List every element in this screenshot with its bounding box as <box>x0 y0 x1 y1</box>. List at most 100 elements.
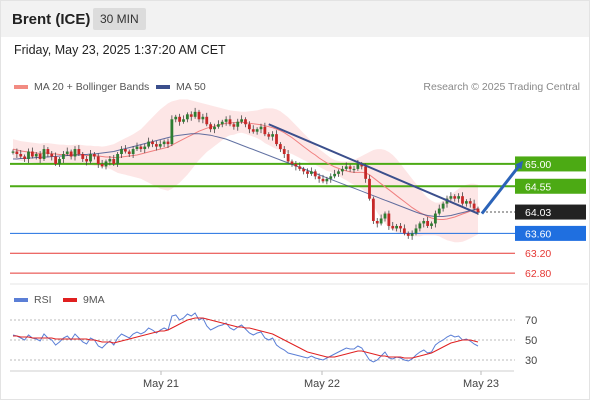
candle <box>240 115 244 124</box>
candle <box>197 109 201 123</box>
candle <box>371 196 375 224</box>
candle <box>54 152 58 166</box>
candle <box>213 123 216 134</box>
candle <box>263 122 267 137</box>
candle <box>92 152 96 160</box>
candle <box>430 221 433 229</box>
chart-datetime: Friday, May 23, 2025 1:37:20 AM CET <box>14 43 226 57</box>
candle <box>317 173 321 183</box>
candle <box>395 223 399 232</box>
candle <box>255 127 259 135</box>
candle <box>85 155 89 166</box>
ma-bb-swatch <box>14 85 28 89</box>
candle <box>468 198 472 208</box>
legend-rsi-label: RSI <box>34 294 52 306</box>
candle <box>224 116 228 126</box>
candle <box>464 199 468 207</box>
price-label-box-1 <box>515 178 586 194</box>
candle <box>414 224 418 236</box>
candle <box>69 149 73 160</box>
candle <box>147 137 151 149</box>
candle <box>205 112 209 127</box>
candle <box>201 113 205 124</box>
candle <box>244 117 247 128</box>
candle <box>333 169 337 179</box>
candle <box>236 118 240 131</box>
candle <box>162 139 166 148</box>
price-label-text-5: 62.80 <box>525 268 551 280</box>
candle <box>294 160 298 171</box>
candle <box>282 146 286 158</box>
candle <box>42 145 46 161</box>
candle <box>73 146 77 161</box>
candle <box>123 145 127 154</box>
price-label-5: 62.80 <box>525 268 551 280</box>
x-tick-label: May 21 <box>143 378 179 390</box>
legend-ma50-label: MA 50 <box>176 81 206 93</box>
timeframe-badge[interactable]: 30 MIN <box>93 8 146 30</box>
candle <box>433 210 437 228</box>
instrument-title: Brent (ICE) <box>12 11 91 28</box>
candle <box>399 222 402 233</box>
candle <box>387 210 391 230</box>
candle <box>170 115 174 147</box>
candle <box>216 120 220 129</box>
candle <box>406 231 410 239</box>
candle <box>278 142 282 153</box>
candle <box>375 218 379 228</box>
rsi-line <box>12 312 479 363</box>
candle <box>422 218 426 228</box>
candle <box>139 144 143 153</box>
candle <box>135 142 139 152</box>
candle <box>329 173 333 183</box>
candle <box>15 148 19 158</box>
candle <box>11 149 15 155</box>
legend-ma-bb: MA 20 + Bollinger Bands <box>14 81 149 93</box>
candle <box>228 115 232 127</box>
candle <box>368 174 371 201</box>
candle <box>116 152 120 167</box>
candle <box>30 147 34 159</box>
candle <box>127 149 131 157</box>
resistance-trendline <box>268 123 479 215</box>
candle <box>19 150 23 159</box>
candle <box>38 151 42 163</box>
candle <box>174 114 178 123</box>
price-label-text-1: 64.55 <box>525 181 551 193</box>
candle <box>344 162 348 171</box>
x-tick-label: May 23 <box>463 378 499 390</box>
candle <box>321 174 325 184</box>
legend-rsi: RSI <box>14 294 52 306</box>
price-label-text-3: 63.60 <box>525 228 551 240</box>
candle <box>275 130 278 147</box>
candle <box>58 156 61 167</box>
forecast-arrow <box>480 160 524 215</box>
candle <box>472 199 476 211</box>
header-bar: Brent (ICE) 30 MIN <box>1 1 589 37</box>
legend-9ma: 9MA <box>63 294 105 306</box>
price-label-1: 64.55 <box>515 178 586 194</box>
candle <box>166 138 170 149</box>
candle <box>313 169 317 180</box>
candle <box>437 204 441 216</box>
candle <box>143 143 147 154</box>
candle <box>290 159 294 167</box>
price-label-box-3 <box>515 225 586 241</box>
candle <box>100 159 104 169</box>
x-tick-label: May 22 <box>304 378 340 390</box>
legend-9ma-label: 9MA <box>83 294 105 306</box>
candle <box>247 121 251 134</box>
credit-text: Research © 2025 Trading Central <box>423 81 580 93</box>
ma20-line <box>12 121 479 220</box>
candle <box>185 112 189 123</box>
candle <box>267 132 271 140</box>
candle <box>259 123 263 134</box>
candle <box>89 150 92 164</box>
candle <box>34 152 38 160</box>
candle <box>461 192 464 206</box>
candle <box>209 122 213 133</box>
candle <box>158 140 162 149</box>
candle <box>449 192 453 201</box>
candle <box>178 113 182 126</box>
